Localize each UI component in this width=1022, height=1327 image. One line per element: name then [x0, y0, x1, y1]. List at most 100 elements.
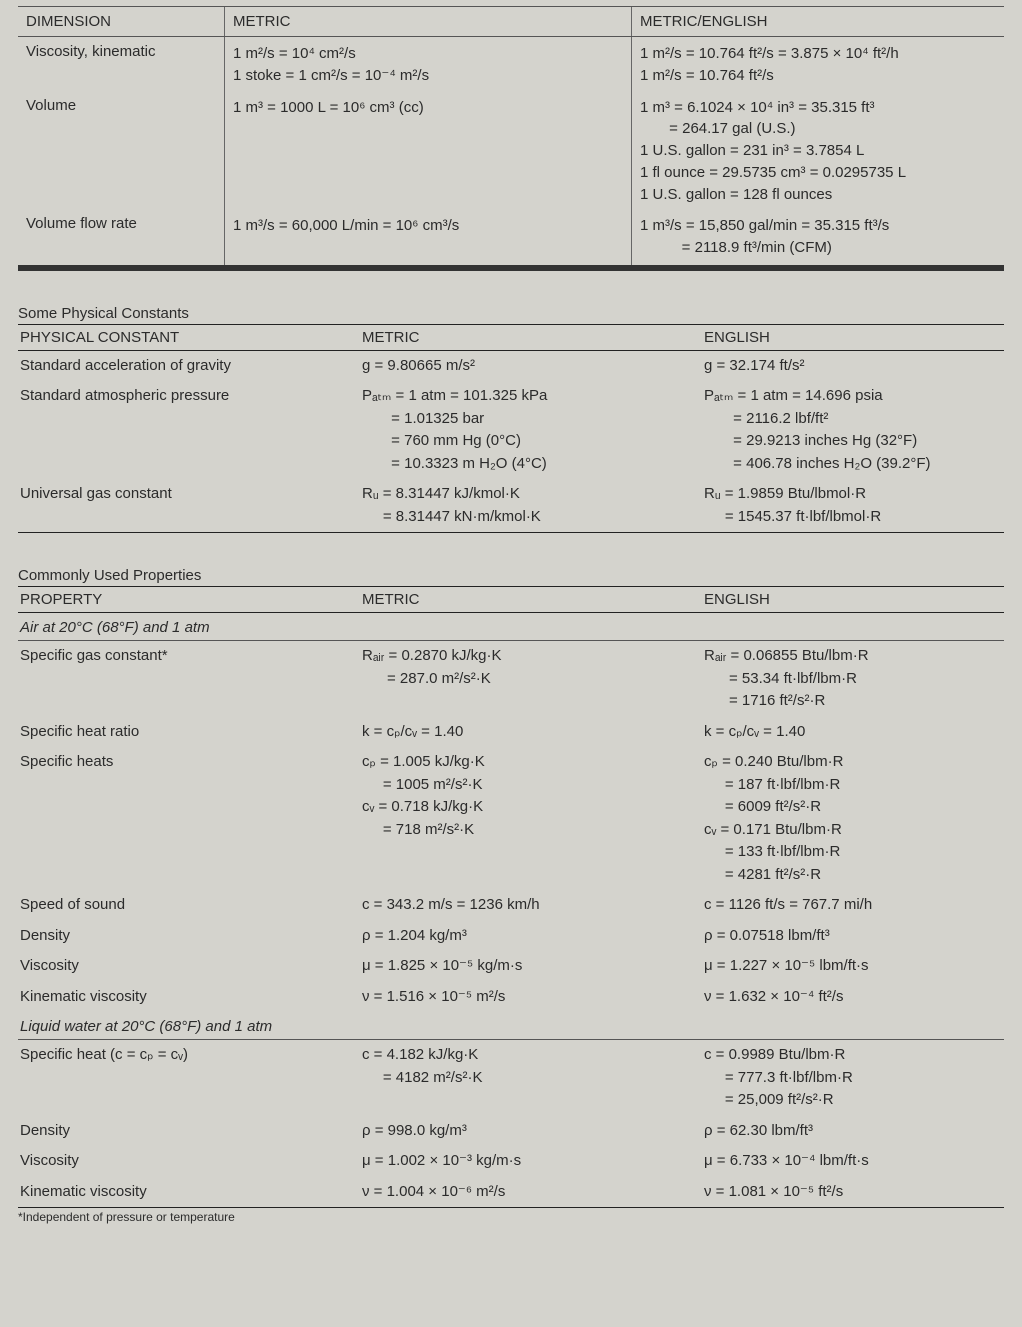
- value-line: = 2118.9 ft³/min (CFM): [640, 237, 996, 259]
- value-line: k = cₚ/cᵥ = 1.40: [362, 721, 692, 744]
- value-line: Kinematic viscosity: [20, 1181, 350, 1204]
- value-line: ν = 1.081 × 10⁻⁵ ft²/s: [704, 1181, 998, 1204]
- value-line: = 777.3 ft·lbf/lbm·R: [704, 1067, 998, 1090]
- value-line: cₚ = 1.005 kJ/kg·K: [362, 751, 692, 774]
- property-name: Speed of sound: [18, 890, 356, 921]
- property-row: Density ρ = 1.204 kg/m³ ρ = 0.07518 lbm/ft…: [18, 921, 1004, 952]
- col-metric-english: METRIC/ENGLISH: [632, 7, 1004, 36]
- value-line: c = 343.2 m/s = 1236 km/h: [362, 894, 692, 917]
- value-line: ν = 1.004 × 10⁻⁶ m²/s: [362, 1181, 692, 1204]
- value-line: Rᵤ = 1.9859 Btu/lbmol·R: [704, 483, 998, 506]
- constants-table: PHYSICAL CONSTANT METRIC ENGLISH Standar…: [18, 324, 1004, 534]
- value-line: ν = 1.632 × 10⁻⁴ ft²/s: [704, 986, 998, 1009]
- value-line: 1 m³ = 1000 L = 10⁶ cm³ (cc): [233, 97, 623, 119]
- property-row: Specific heatscₚ = 1.005 kJ/kg·K = 1005 …: [18, 747, 1004, 890]
- property-row: Viscosityμ = 1.825 × 10⁻⁵ kg/m·sμ = 1.22…: [18, 951, 1004, 982]
- value-line: 1 m³ = 6.1024 × 10⁴ in³ = 35.315 ft³: [640, 97, 996, 119]
- value-line: Pₐₜₘ = 1 atm = 14.696 psia: [704, 385, 998, 408]
- value-line: μ = 6.733 × 10⁻⁴ lbm/ft·s: [704, 1150, 998, 1173]
- property-metric: μ = 1.825 × 10⁻⁵ kg/m·s: [356, 951, 698, 982]
- metric-cell: 1 m³ = 1000 L = 10⁶ cm³ (cc): [225, 93, 632, 212]
- property-name: Viscosity: [18, 1146, 356, 1177]
- value-line: Standard acceleration of gravity: [20, 355, 350, 378]
- value-line: Specific heats: [20, 751, 350, 774]
- property-english: ν = 1.632 × 10⁻⁴ ft²/s: [698, 982, 1004, 1013]
- value-line: Standard atmospheric pressure: [20, 385, 350, 408]
- property-row: Specific heat (c = cₚ = cᵥ) c = 4.182 kJ/…: [18, 1040, 1004, 1116]
- value-line: = 29.9213 inches Hg (32°F): [704, 430, 998, 453]
- value-line: μ = 1.825 × 10⁻⁵ kg/m·s: [362, 955, 692, 978]
- value-line: = 10.3323 m H₂O (4°C): [362, 453, 692, 476]
- property-english: ν = 1.081 × 10⁻⁵ ft²/s: [698, 1177, 1004, 1208]
- col-property: PROPERTY: [18, 587, 356, 612]
- value-line: = 25,009 ft²/s²·R: [704, 1089, 998, 1112]
- value-line: 1 fl ounce = 29.5735 cm³ = 0.0295735 L: [640, 162, 996, 184]
- page: DIMENSION METRIC METRIC/ENGLISH Viscosit…: [0, 0, 1022, 1244]
- property-name: Viscosity: [18, 951, 356, 982]
- property-row: Speed of sound c = 343.2 m/s = 1236 km/h c…: [18, 890, 1004, 921]
- value-line: 1 m³/s = 15,850 gal/min = 35.315 ft³/s: [640, 215, 996, 237]
- value-line: Density: [20, 925, 350, 948]
- property-name: Specific heat (c = cₚ = cᵥ): [18, 1040, 356, 1116]
- conversion-row: Volume flow rate1 m³/s = 60,000 L/min = …: [18, 211, 1004, 265]
- property-name: Specific heats: [18, 747, 356, 890]
- properties-section: Commonly Used Properties PROPERTY METRIC…: [18, 567, 1004, 1224]
- property-english: c = 0.9989 Btu/lbm·R = 777.3 ft·lbf/lbm·…: [698, 1040, 1004, 1116]
- constant-row: Universal gas constantRᵤ = 8.31447 kJ/km…: [18, 479, 1004, 532]
- value-line: c = 1126 ft/s = 767.7 mi/h: [704, 894, 998, 917]
- metric-cell: 1 m²/s = 10⁴ cm²/s1 stoke = 1 cm²/s = 10…: [225, 37, 632, 93]
- value-line: 1 U.S. gallon = 128 fl ounces: [640, 184, 996, 206]
- property-metric: c = 4.182 kJ/kg·K = 4182 m²/s²·K: [356, 1040, 698, 1116]
- value-line: 1 m²/s = 10.764 ft²/s = 3.875 × 10⁴ ft²/…: [640, 43, 996, 65]
- value-line: Specific heat ratio: [20, 721, 350, 744]
- property-metric: c = 343.2 m/s = 1236 km/h: [356, 890, 698, 921]
- value-line: = 264.17 gal (U.S.): [640, 118, 996, 140]
- value-line: = 1545.37 ft·lbf/lbmol·R: [704, 506, 998, 529]
- property-metric: Rₐᵢᵣ = 0.2870 kJ/kg·K = 287.0 m²/s²·K: [356, 641, 698, 717]
- constants-title: Some Physical Constants: [18, 305, 1004, 324]
- property-name: Density: [18, 1116, 356, 1147]
- property-metric: ρ = 1.204 kg/m³: [356, 921, 698, 952]
- conversion-row: Viscosity, kinematic1 m²/s = 10⁴ cm²/s1 …: [18, 37, 1004, 93]
- dimension-cell: Volume: [18, 93, 225, 212]
- value-line: = 760 mm Hg (0°C): [362, 430, 692, 453]
- value-line: c = 0.9989 Btu/lbm·R: [704, 1044, 998, 1067]
- property-english: ρ = 0.07518 lbm/ft³: [698, 921, 1004, 952]
- constant-row: Standard acceleration of gravityg = 9.80…: [18, 351, 1004, 382]
- property-subheading: Air at 20°C (68°F) and 1 atm: [18, 613, 1004, 641]
- property-row: Viscosityμ = 1.002 × 10⁻³ kg/m·sμ = 6.73…: [18, 1146, 1004, 1177]
- value-line: = 4281 ft²/s²·R: [704, 864, 998, 887]
- value-line: Universal gas constant: [20, 483, 350, 506]
- conversion-table: DIMENSION METRIC METRIC/ENGLISH Viscosit…: [18, 6, 1004, 271]
- constant-name: Standard acceleration of gravity: [18, 351, 356, 382]
- metric-english-cell: 1 m²/s = 10.764 ft²/s = 3.875 × 10⁴ ft²/…: [632, 37, 1004, 93]
- value-line: = 133 ft·lbf/lbm·R: [704, 841, 998, 864]
- constant-name: Universal gas constant: [18, 479, 356, 532]
- properties-title: Commonly Used Properties: [18, 567, 1004, 586]
- property-row: Specific heat ratiok = cₚ/cᵥ = 1.40k = c…: [18, 717, 1004, 748]
- property-metric: ρ = 998.0 kg/m³: [356, 1116, 698, 1147]
- dimension-cell: Viscosity, kinematic: [18, 37, 225, 93]
- col-metric: METRIC: [356, 325, 698, 350]
- value-line: ρ = 1.204 kg/m³: [362, 925, 692, 948]
- property-metric: ν = 1.516 × 10⁻⁵ m²/s: [356, 982, 698, 1013]
- property-row: Densityρ = 998.0 kg/m³ρ = 62.30 lbm/ft³: [18, 1116, 1004, 1147]
- property-metric: ν = 1.004 × 10⁻⁶ m²/s: [356, 1177, 698, 1208]
- metric-english-cell: 1 m³ = 6.1024 × 10⁴ in³ = 35.315 ft³ = 2…: [632, 93, 1004, 212]
- value-line: = 287.0 m²/s²·K: [362, 668, 692, 691]
- value-line: = 718 m²/s²·K: [362, 819, 692, 842]
- value-line: 1 m³/s = 60,000 L/min = 10⁶ cm³/s: [233, 215, 623, 237]
- property-english: Rₐᵢᵣ = 0.06855 Btu/lbm·R = 53.34 ft·lbf/…: [698, 641, 1004, 717]
- col-physical-constant: PHYSICAL CONSTANT: [18, 325, 356, 350]
- value-line: 1 m²/s = 10⁴ cm²/s: [233, 43, 623, 65]
- constant-english: g = 32.174 ft/s²: [698, 351, 1004, 382]
- value-line: Viscosity: [20, 1150, 350, 1173]
- value-line: cᵥ = 0.718 kJ/kg·K: [362, 796, 692, 819]
- value-line: Specific gas constant*: [20, 645, 350, 668]
- value-line: Specific heat (c = cₚ = cᵥ): [20, 1044, 350, 1067]
- value-line: = 406.78 inches H₂O (39.2°F): [704, 453, 998, 476]
- conversion-row: Volume 1 m³ = 1000 L = 10⁶ cm³ (cc) 1 m³ =…: [18, 93, 1004, 212]
- constant-metric: Pₐₜₘ = 1 atm = 101.325 kPa = 1.01325 bar…: [356, 381, 698, 479]
- property-row: Kinematic viscosityν = 1.516 × 10⁻⁵ m²/s…: [18, 982, 1004, 1013]
- property-english: cₚ = 0.240 Btu/lbm·R = 187 ft·lbf/lbm·R …: [698, 747, 1004, 890]
